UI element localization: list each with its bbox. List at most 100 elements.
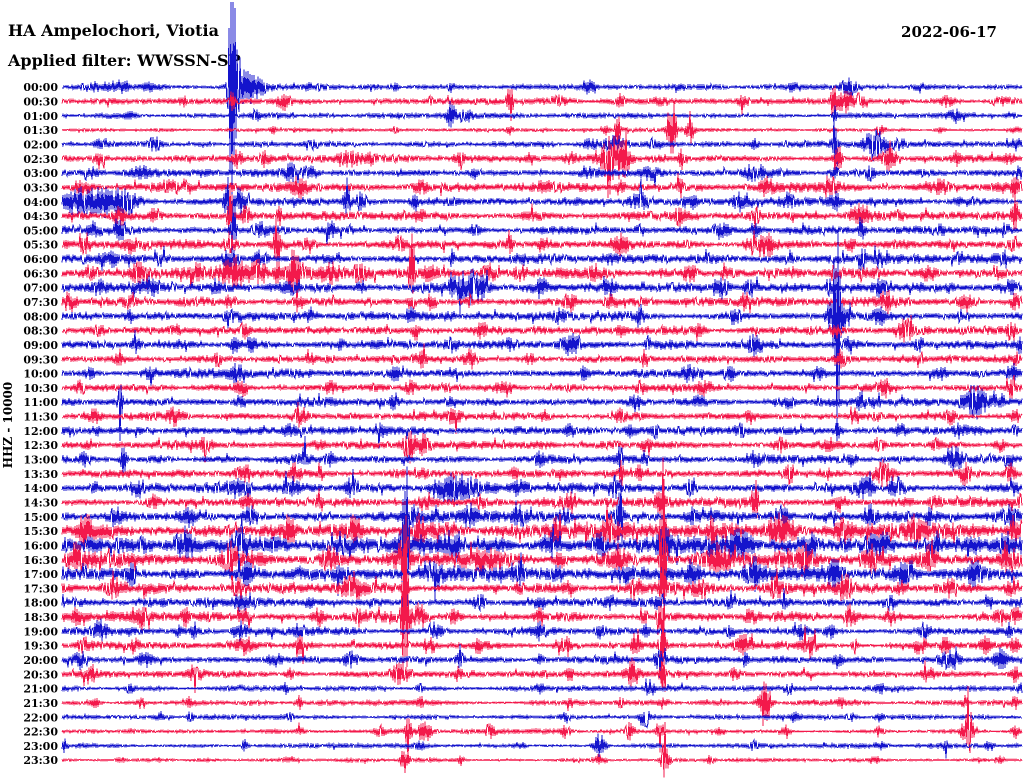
time-label-17-00: 17:00 (23, 568, 58, 581)
time-label-04-00: 04:00 (23, 196, 58, 209)
time-label-12-00: 12:00 (23, 425, 58, 438)
time-label-00-00: 00:00 (23, 81, 58, 94)
trace-row-05-30 (61, 215, 1023, 266)
time-label-18-30: 18:30 (23, 611, 58, 624)
trace-row-02-00 (61, 116, 1023, 176)
time-label-23-30: 23:30 (23, 754, 58, 767)
trace-row-00-30 (61, 86, 1023, 122)
time-label-17-30: 17:30 (23, 582, 58, 595)
trace-row-01-00 (61, 100, 1023, 128)
trace-row-23-30 (61, 721, 1023, 778)
trace-row-19-30 (61, 608, 1023, 688)
trace-row-15-00 (61, 479, 1023, 547)
trace-row-06-00 (61, 245, 1023, 272)
trace-row-13-30 (61, 459, 1023, 488)
time-label-12-30: 12:30 (23, 439, 58, 452)
trace-row-20-00 (61, 644, 1023, 679)
time-label-14-30: 14:30 (23, 497, 58, 510)
trace-row-05-00 (61, 203, 1023, 258)
time-label-21-30: 21:30 (23, 697, 58, 710)
time-label-05-30: 05:30 (23, 239, 58, 252)
y-axis-channel-label: HHZ - 10000 (1, 382, 15, 469)
time-label-11-00: 11:00 (23, 396, 58, 409)
trace-row-03-00 (61, 162, 1023, 188)
time-label-13-30: 13:30 (23, 468, 58, 481)
trace-row-22-00 (61, 711, 1023, 729)
filter-label: Applied filter: WWSSN-SP (7, 51, 241, 70)
trace-row-01-30 (61, 101, 1023, 154)
time-label-16-00: 16:00 (23, 539, 58, 552)
time-label-08-30: 08:30 (23, 325, 58, 338)
trace-row-09-00 (61, 329, 1023, 357)
time-label-07-30: 07:30 (23, 296, 58, 309)
trace-row-08-30 (61, 314, 1023, 344)
trace-row-06-30 (61, 233, 1023, 313)
time-label-10-30: 10:30 (23, 382, 58, 395)
trace-row-11-30 (61, 401, 1023, 434)
trace-row-20-30 (61, 657, 1023, 693)
trace-row-17-00 (61, 552, 1023, 602)
helicorder-traces (61, 1, 1023, 778)
time-label-20-30: 20:30 (23, 668, 58, 681)
date-label: 2022-06-17 (901, 23, 997, 41)
time-label-06-00: 06:00 (23, 253, 58, 266)
time-label-02-00: 02:00 (23, 139, 58, 152)
time-label-19-00: 19:00 (23, 625, 58, 638)
trace-row-10-00 (61, 362, 1023, 389)
trace-row-08-00 (61, 231, 1023, 443)
trace-row-13-00 (61, 435, 1023, 476)
trace-row-12-30 (61, 430, 1023, 464)
trace-row-17-30 (61, 546, 1023, 618)
trace-row-16-30 (61, 457, 1023, 652)
time-label-22-30: 22:30 (23, 726, 58, 739)
time-label-03-00: 03:00 (23, 167, 58, 180)
trace-row-09-30 (61, 343, 1023, 370)
time-label-06-30: 06:30 (23, 267, 58, 280)
trace-row-02-30 (61, 128, 1023, 198)
time-label-16-30: 16:30 (23, 554, 58, 567)
station-title: HA Ampelochori, Viotia (8, 21, 219, 40)
trace-row-21-30 (61, 681, 1023, 726)
trace-row-14-00 (61, 469, 1023, 506)
trace-row-19-00 (61, 618, 1023, 642)
trace-row-15-30 (61, 479, 1023, 581)
time-label-07-00: 07:00 (23, 282, 58, 295)
time-label-09-00: 09:00 (23, 339, 58, 352)
trace-row-21-00 (61, 678, 1023, 696)
trace-row-07-00 (61, 268, 1023, 316)
time-label-18-00: 18:00 (23, 597, 58, 610)
time-label-15-00: 15:00 (23, 511, 58, 524)
time-label-10-00: 10:00 (23, 368, 58, 381)
trace-row-03-30 (61, 173, 1023, 200)
time-label-00-30: 00:30 (23, 96, 58, 109)
trace-row-18-00 (61, 584, 1023, 621)
time-label-03-30: 03:30 (23, 181, 58, 194)
time-label-09-30: 09:30 (23, 353, 58, 366)
time-label-14-00: 14:00 (23, 482, 58, 495)
trace-row-04-00 (61, 176, 1023, 226)
trace-row-11-00 (61, 384, 1023, 441)
time-label-21-00: 21:00 (23, 683, 58, 696)
time-label-05-00: 05:00 (23, 224, 58, 237)
trace-row-23-00 (61, 733, 1023, 759)
trace-row-22-30 (61, 686, 1023, 763)
trace-row-12-00 (61, 422, 1023, 449)
time-label-08-00: 08:00 (23, 310, 58, 323)
trace-row-00-00 (61, 1, 1023, 205)
time-label-11-30: 11:30 (23, 411, 58, 424)
time-label-19-30: 19:30 (23, 640, 58, 653)
time-label-20-00: 20:00 (23, 654, 58, 667)
time-label-01-00: 01:00 (23, 110, 58, 123)
time-label-23-00: 23:00 (23, 740, 58, 753)
trace-row-07-30 (61, 290, 1023, 314)
time-label-13-00: 13:00 (23, 454, 58, 467)
time-label-22-00: 22:00 (23, 711, 58, 724)
trace-row-14-30 (61, 479, 1023, 519)
trace-row-10-30 (61, 375, 1023, 401)
time-label-01-30: 01:30 (23, 124, 58, 137)
time-label-15-30: 15:30 (23, 525, 58, 538)
time-label-04-30: 04:30 (23, 210, 58, 223)
